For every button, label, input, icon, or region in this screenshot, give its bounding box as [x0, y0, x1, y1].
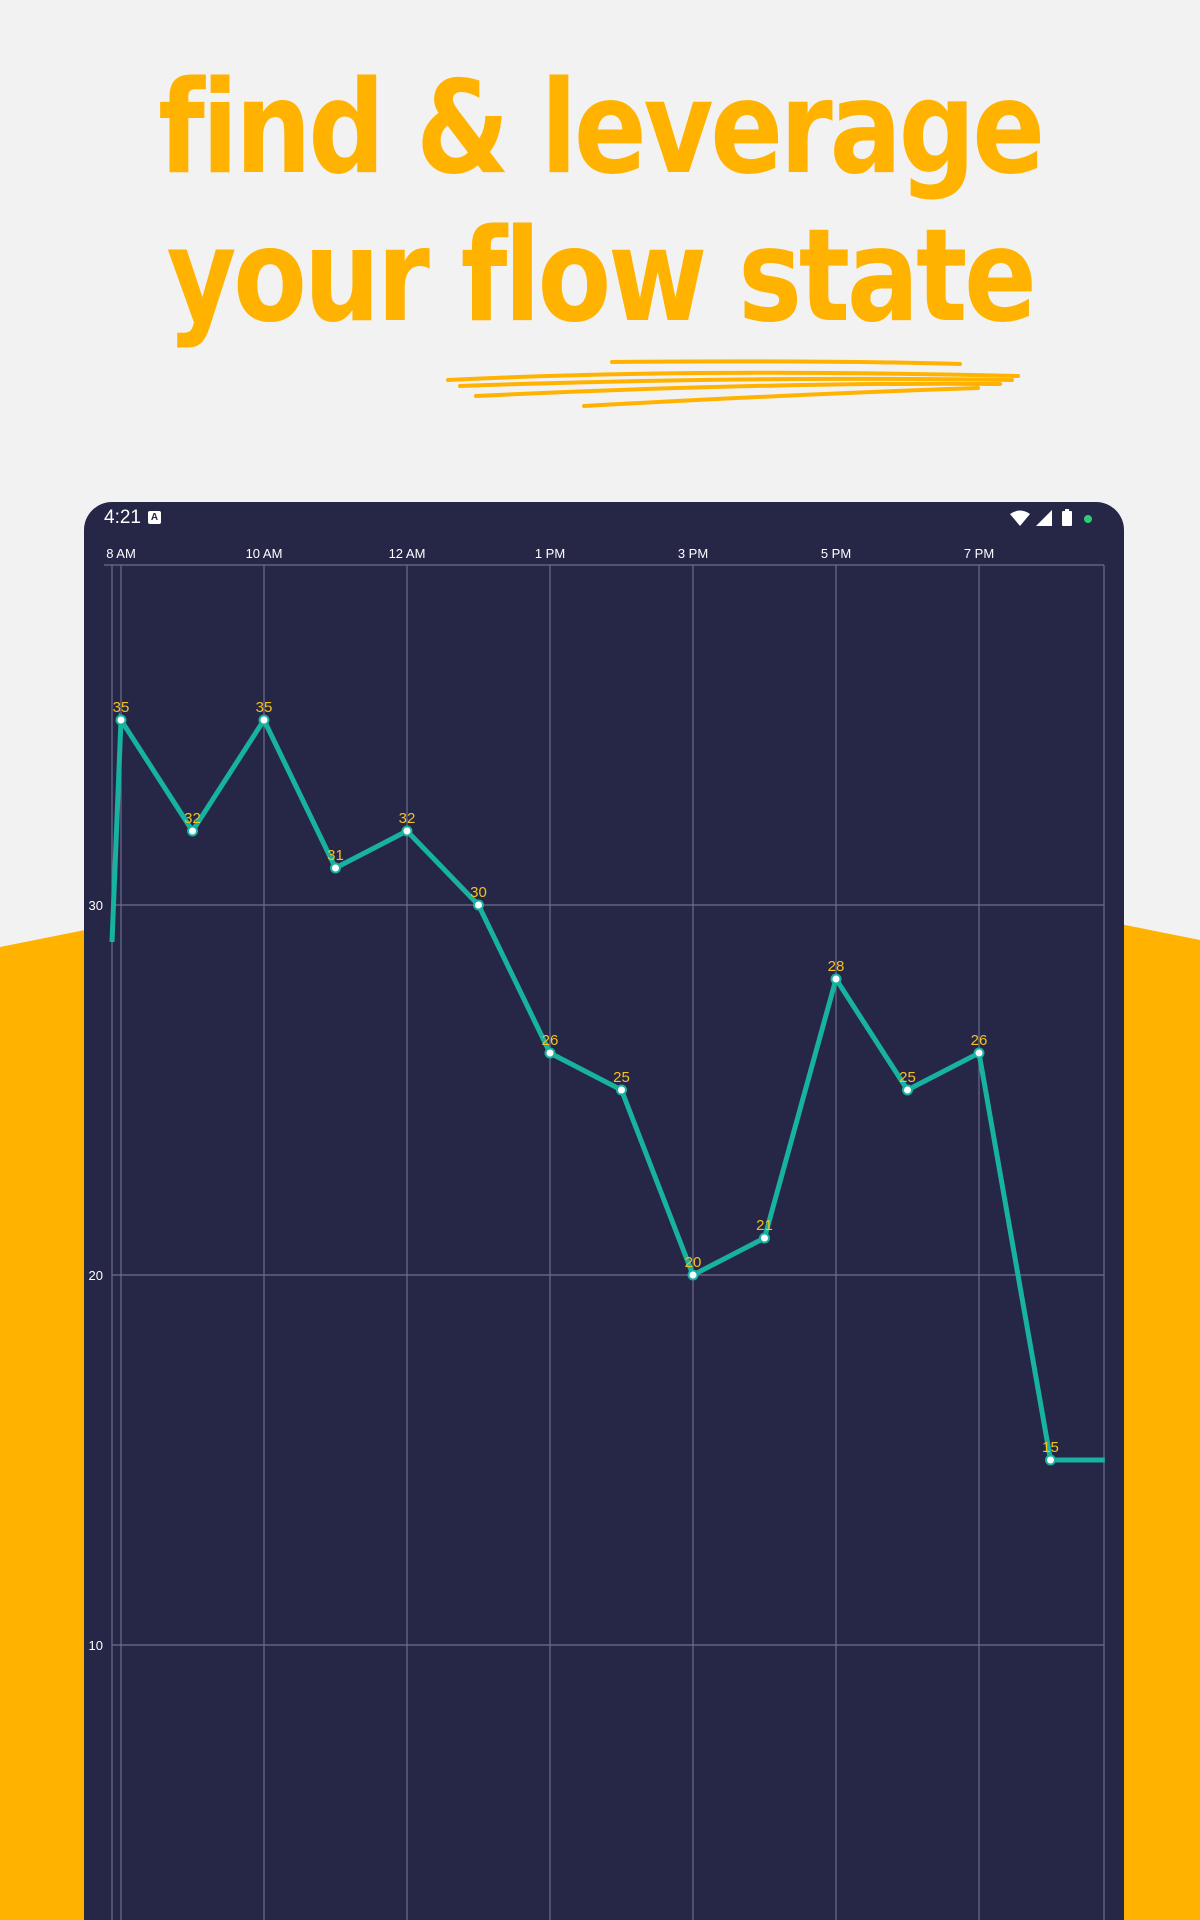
data-point	[902, 1084, 913, 1096]
status-time: 4:21	[104, 507, 141, 528]
x-tick-label: 10 AM	[246, 546, 283, 561]
data-point	[1045, 1454, 1056, 1466]
chart-series	[109, 712, 1105, 1466]
data-label: 26	[971, 1032, 988, 1049]
data-label: 20	[685, 1254, 702, 1271]
data-point	[616, 1084, 627, 1096]
x-tick-label: 3 PM	[678, 546, 708, 561]
data-point	[973, 1047, 985, 1059]
data-point	[759, 1232, 770, 1244]
data-label: 32	[184, 810, 201, 827]
scribble-underline-icon	[446, 359, 1020, 408]
y-tick-label: 30	[89, 898, 103, 913]
device-screen: 4:21 A 8 AM 10 AM 12 AM 1 PM 3 PM 5 PM 7 PM 30 2…	[84, 502, 1124, 1920]
chart-grid	[104, 564, 1105, 1920]
data-point	[687, 1269, 699, 1281]
dot-icon	[1084, 515, 1092, 523]
a-icon: A	[148, 511, 161, 524]
chart-axes: 8 AM 10 AM 12 AM 1 PM 3 PM 5 PM 7 PM 30 20 10	[89, 546, 995, 1653]
data-label: 26	[542, 1032, 559, 1049]
y-tick-label: 20	[89, 1268, 103, 1283]
x-tick-label: 8 AM	[106, 546, 136, 561]
data-point	[330, 862, 341, 874]
y-tick-label: 10	[89, 1638, 103, 1653]
battery-icon	[1062, 511, 1072, 526]
data-point	[187, 825, 198, 837]
data-point	[401, 825, 413, 837]
data-label: 35	[113, 699, 130, 716]
data-label: 25	[899, 1069, 916, 1086]
data-point	[115, 714, 127, 726]
data-point	[258, 714, 270, 726]
data-label: 25	[613, 1069, 630, 1086]
data-label: 31	[327, 847, 344, 864]
data-label: 21	[756, 1217, 773, 1234]
data-point	[473, 899, 484, 911]
status-icons	[1010, 509, 1092, 526]
headline: find & leverage your flow state	[96, 55, 1104, 351]
data-point	[544, 1047, 556, 1059]
data-point	[830, 973, 842, 985]
data-label: 15	[1042, 1439, 1059, 1456]
x-tick-label: 5 PM	[821, 546, 851, 561]
data-label: 32	[399, 810, 416, 827]
x-tick-label: 12 AM	[389, 546, 426, 561]
series-line	[109, 712, 1105, 1463]
status-bar: 4:21 A	[84, 502, 1124, 534]
x-tick-label: 1 PM	[535, 546, 565, 561]
data-label: 30	[470, 884, 487, 901]
data-label: 35	[256, 699, 273, 716]
chart-data-labels: 35 32 35 31 32 30 26 25 20 21 28 25 26 15	[113, 699, 1059, 1456]
data-label: 28	[828, 958, 845, 975]
x-tick-label: 7 PM	[964, 546, 994, 561]
wifi-icon	[1010, 510, 1030, 526]
headline-line-1: find & leverage	[158, 54, 1045, 203]
headline-line-2: your flow state	[166, 202, 1036, 351]
signal-icon	[1036, 510, 1052, 526]
